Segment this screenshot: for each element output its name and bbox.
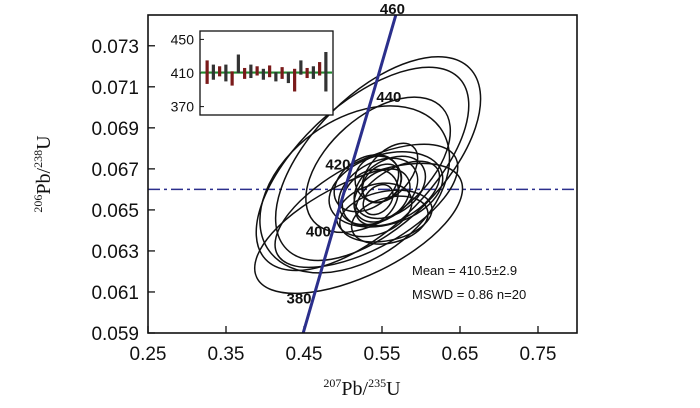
x-tick-label: 0.65 [442,344,479,365]
inset-bar [211,64,215,80]
x-tick-label: 0.75 [520,344,557,365]
y-tick-label: 0.067 [91,160,139,181]
inset-bar [236,54,240,73]
inset-bar [299,60,303,75]
inset-bar [218,66,222,77]
y-tick-label: 0.073 [91,37,139,58]
error-ellipse [253,162,464,295]
concordia-age-label: 420 [325,157,350,174]
y-axis-ticks: 0.059 0.061 0.063 0.065 0.067 0.069 0.071 0.073 [91,37,155,345]
inset-age-chart: 450 410 370 [171,30,334,116]
x-tick-label: 0.55 [364,344,401,365]
inset-tick-label: 410 [171,65,195,81]
x-axis-ticks: 0.25 0.35 0.45 0.55 0.65 0.75 [130,326,557,365]
error-ellipse [259,105,451,274]
concordia-age-label: 380 [286,290,311,307]
concordia-age-labels: 380 400 420 440 460 [286,1,404,307]
inset-bars [205,52,328,92]
x-tick-label: 0.45 [286,344,323,365]
inset-bar [243,67,247,79]
concordia-age-label: 400 [306,223,331,240]
error-ellipse [353,155,427,220]
inset-bar [249,64,253,79]
plot-frame [147,14,578,334]
inset-tick-label: 370 [171,99,195,115]
inset-bar [286,72,290,84]
inset-bar [280,67,284,79]
error-ellipse [353,168,411,223]
error-ellipse [361,142,419,204]
error-ellipse [350,195,429,245]
inset-tick-label: 450 [171,31,195,47]
inset-bar [305,67,309,79]
inset-bar [268,65,272,78]
y-axis-title: 206Pb/238U [31,135,55,213]
y-tick-label: 0.061 [91,283,139,304]
x-tick-label: 0.25 [130,344,167,365]
y-tick-label: 0.071 [91,78,139,99]
inset-bar [324,52,328,92]
inset-bar [318,62,322,76]
inset-bar [255,66,259,76]
error-ellipse [354,160,441,227]
error-ellipses [253,56,482,295]
error-ellipse [339,189,433,243]
mean-annotation: Mean = 410.5±2.9 [412,263,517,278]
concordia-age-label: 440 [376,89,401,106]
inset-bar [205,60,209,84]
error-ellipse [335,182,413,238]
x-tick-label: 0.35 [208,344,245,365]
error-ellipse [341,168,400,227]
inset-bar [230,71,234,86]
y-tick-label: 0.065 [91,201,139,222]
y-tick-label: 0.063 [91,242,139,263]
inset-bar [274,72,278,82]
inset-bar [261,68,265,80]
x-axis-title: 207Pb/235U [323,376,401,400]
inset-bar [224,64,228,82]
error-ellipse [255,66,470,272]
y-tick-label: 0.059 [91,324,139,345]
mswd-annotation: MSWD = 0.86 n=20 [412,287,526,302]
error-ellipse [362,183,394,216]
inset-y-ticks: 450 410 370 [171,31,204,115]
error-ellipse [305,96,452,234]
concordia-age-label: 460 [380,1,405,18]
inset-bar [293,68,297,92]
concordia-curve [301,15,398,333]
y-tick-label: 0.069 [91,119,139,140]
inset-bar [311,66,315,79]
